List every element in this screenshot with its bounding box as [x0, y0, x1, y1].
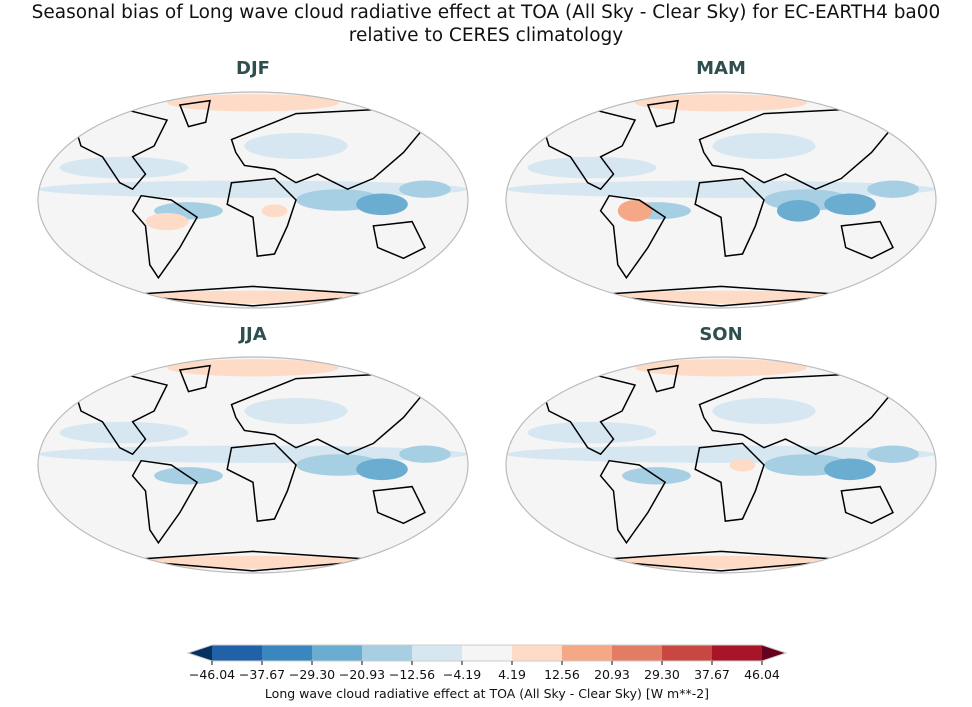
- colorbar-segment: [212, 645, 263, 661]
- map-boundary: [505, 91, 937, 309]
- colorbar-segment: [462, 645, 513, 661]
- colorbar-segment: [612, 645, 663, 661]
- panel-title-mam: MAM: [696, 58, 746, 79]
- bias-region: [527, 156, 657, 179]
- bias-region: [167, 94, 339, 112]
- colorbar-segment: [262, 645, 313, 661]
- colorbar-tick-label: 20.93: [594, 667, 630, 682]
- bias-region: [244, 133, 348, 159]
- colorbar-tick-label: −29.30: [289, 667, 335, 682]
- bias-region: [824, 193, 876, 216]
- figure-title-line2: relative to CERES climatology: [348, 25, 624, 46]
- bias-region: [356, 193, 408, 216]
- bias-region: [635, 359, 807, 377]
- bias-region: [59, 156, 189, 179]
- bias-region: [261, 204, 288, 218]
- coastline: [840, 220, 895, 260]
- bias-region: [867, 180, 919, 198]
- coastline: [178, 364, 211, 393]
- bias-region: [617, 200, 653, 222]
- colorbar-tick-label: 37.67: [694, 667, 730, 682]
- bias-region: [712, 133, 816, 159]
- colorbar-label: Long wave cloud radiative effect at TOA …: [265, 686, 709, 701]
- bias-region: [527, 421, 657, 444]
- colorbar-tick-label: 12.56: [544, 667, 580, 682]
- coastline: [131, 459, 199, 545]
- bias-region: [399, 180, 451, 198]
- colorbar-segment: [562, 645, 613, 661]
- map-boundary: [505, 356, 937, 574]
- colorbar-extend-low: [188, 645, 212, 661]
- bias-region: [59, 421, 189, 444]
- bias-region: [145, 212, 189, 231]
- coastline: [226, 177, 297, 257]
- colorbar-tick-label: −12.56: [389, 667, 435, 682]
- map-boundary: [37, 91, 469, 309]
- colorbar-segment: [412, 645, 463, 661]
- map-jja: [37, 356, 469, 574]
- map-mam: [505, 91, 937, 309]
- colorbar-extend-high: [762, 645, 786, 661]
- coastline: [694, 442, 765, 522]
- coastline: [178, 99, 211, 128]
- bias-region: [712, 398, 816, 424]
- coastline: [539, 373, 637, 456]
- colorbar-segment: [662, 645, 713, 661]
- colorbar-segment: [362, 645, 413, 661]
- colorbar-tick-label: 4.19: [498, 667, 526, 682]
- map-boundary: [37, 356, 469, 574]
- bias-region: [824, 458, 876, 481]
- coastline: [372, 485, 427, 525]
- colorbar-tick-label: 29.30: [644, 667, 680, 682]
- colorbar-segment: [312, 645, 363, 661]
- colorbar-segment: [712, 645, 763, 661]
- bias-region: [729, 458, 756, 472]
- colorbar-tick-label: −37.67: [239, 667, 285, 682]
- panel-title-jja: JJA: [239, 324, 267, 345]
- coastline: [646, 364, 679, 393]
- coastline: [599, 194, 667, 280]
- bias-region: [399, 445, 451, 463]
- colorbar-tick-label: 46.04: [744, 667, 780, 682]
- figure-title-line1: Seasonal bias of Long wave cloud radiati…: [31, 2, 941, 23]
- coastline: [599, 459, 667, 545]
- map-djf: [37, 91, 469, 309]
- coastline: [71, 108, 169, 191]
- coastline: [539, 108, 637, 191]
- coastline: [646, 99, 679, 128]
- map-son: [505, 356, 937, 574]
- colorbar-tick-label: −4.19: [443, 667, 481, 682]
- bias-region: [867, 445, 919, 463]
- panel-title-son: SON: [699, 324, 743, 345]
- coastline: [226, 442, 297, 522]
- bias-region: [776, 200, 820, 222]
- bias-region: [356, 458, 408, 481]
- bias-region: [635, 94, 807, 112]
- colorbar-tick-label: −20.93: [339, 667, 385, 682]
- coastline: [372, 220, 427, 260]
- bias-region: [167, 359, 339, 377]
- coastline: [131, 194, 199, 280]
- colorbar-segment: [512, 645, 563, 661]
- coastline: [71, 373, 169, 456]
- colorbar-tick-label: −46.04: [189, 667, 235, 682]
- figure-title: Seasonal bias of Long wave cloud radiati…: [0, 1, 972, 47]
- coastline: [840, 485, 895, 525]
- coastline: [694, 177, 765, 257]
- panel-title-djf: DJF: [236, 58, 270, 79]
- colorbar: −46.04 −37.67 −29.30 −20.93 −12.56 −4.19 4.19 1…: [186, 644, 788, 701]
- bias-region: [244, 398, 348, 424]
